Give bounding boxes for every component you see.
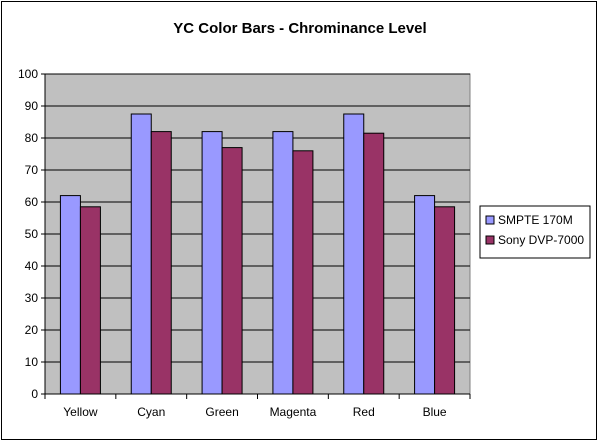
legend-label-smpte: SMPTE 170M xyxy=(498,213,573,227)
x-tick-label: Cyan xyxy=(137,405,165,419)
bar-yellow-0 xyxy=(59,195,81,395)
y-tick-label: 0 xyxy=(31,387,38,401)
x-tick-label: Green xyxy=(205,405,238,419)
bar-blue-0 xyxy=(414,195,436,395)
y-tick-label: 80 xyxy=(25,131,39,145)
y-tick-label: 70 xyxy=(25,163,39,177)
bars xyxy=(59,113,456,395)
y-tick-label: 60 xyxy=(25,195,39,209)
legend-label-sony: Sony DVP-7000 xyxy=(498,233,584,247)
legend-swatch-smpte xyxy=(485,215,495,225)
gridlines xyxy=(45,73,470,395)
legend-box xyxy=(479,205,591,259)
bar-green-0 xyxy=(201,131,223,395)
bar-cyan-1 xyxy=(150,131,172,395)
bar-red-1 xyxy=(363,132,385,395)
bar-red-0 xyxy=(343,113,365,395)
legend-swatch-sony xyxy=(485,235,495,245)
y-tick-label: 50 xyxy=(25,227,39,241)
legend: SMPTE 170M Sony DVP-7000 xyxy=(479,205,591,259)
tick-labels: 0 10 20 30 40 50 60 70 80 90 100 Yellow Cyan Green Mag… xyxy=(18,67,447,419)
y-tick-label: 30 xyxy=(25,291,39,305)
y-tick-label: 20 xyxy=(25,323,39,337)
bar-blue-1 xyxy=(434,206,456,395)
y-tick-label: 90 xyxy=(25,99,39,113)
x-tick-label: Magenta xyxy=(270,405,317,419)
y-tick-label: 40 xyxy=(25,259,39,273)
bar-cyan-0 xyxy=(130,113,152,395)
x-tick-label: Red xyxy=(353,405,375,419)
bar-magenta-0 xyxy=(272,131,294,395)
x-tick-label: Yellow xyxy=(63,405,98,419)
axes xyxy=(41,73,471,399)
bar-magenta-1 xyxy=(292,150,314,395)
chart-title: YC Color Bars - Chrominance Level xyxy=(173,20,426,37)
bar-yellow-1 xyxy=(79,206,101,395)
x-tick-label: Blue xyxy=(423,405,447,419)
y-tick-label: 10 xyxy=(25,355,39,369)
bar-green-1 xyxy=(221,147,243,395)
y-tick-label: 100 xyxy=(18,67,38,81)
